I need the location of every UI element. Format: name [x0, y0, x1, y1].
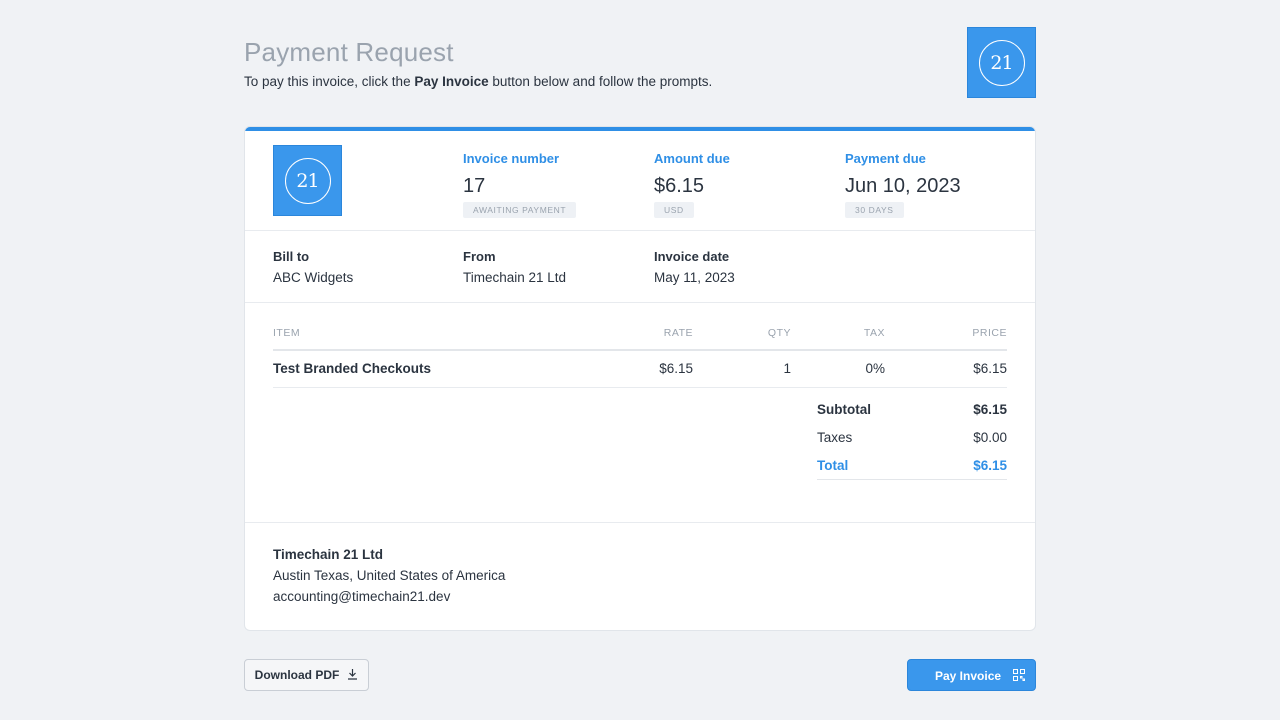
download-icon [347, 668, 358, 683]
amount-due-label: Amount due [654, 151, 730, 166]
payment-due-value: Jun 10, 2023 [845, 175, 961, 197]
table-header-divider [273, 349, 1007, 351]
amount-due-value: $6.15 [654, 175, 705, 197]
line-item-tax: 0% [865, 361, 885, 376]
total-value: $6.15 [973, 458, 1007, 473]
invoice-number-label: Invoice number [463, 151, 560, 166]
download-pdf-button[interactable]: Download PDF [244, 659, 369, 691]
totals-divider [817, 479, 1007, 480]
invoice-parties: Bill to ABC Widgets From Timechain 21 Lt… [245, 231, 1035, 303]
company-email: accounting@timechain21.dev [273, 589, 451, 604]
brand-logo-mark: 21 [978, 39, 1025, 86]
invoice-date-block: Invoice date May 11, 2023 [654, 249, 735, 285]
column-header-item: ITEM [273, 327, 301, 339]
line-item-price: $6.15 [973, 361, 1007, 376]
invoice-card: 21 Invoice number 17 AWAITING PAYMENT Am… [244, 126, 1036, 631]
bill-to-value: ABC Widgets [273, 270, 354, 285]
card-accent-bar [245, 127, 1035, 131]
invoice-summary: 21 Invoice number 17 AWAITING PAYMENT Am… [245, 131, 1035, 231]
table-row-divider [273, 387, 1007, 388]
taxes-label: Taxes [817, 430, 853, 445]
column-header-tax: TAX [863, 327, 885, 339]
invoice-brand-logo: 21 [273, 145, 342, 216]
column-header-qty: QTY [767, 327, 791, 339]
line-item-rate: $6.15 [659, 361, 693, 376]
column-header-price: PRICE [972, 327, 1007, 339]
qr-code-icon [1013, 669, 1025, 684]
currency-badge: USD [654, 202, 694, 218]
subtitle-text-end: button below and follow the prompts. [488, 74, 713, 89]
bill-to-block: Bill to ABC Widgets [273, 249, 353, 285]
from-label: From [463, 249, 496, 264]
payment-due-block: Payment due Jun 10, 2023 30 DAYS [845, 151, 961, 218]
payment-due-label: Payment due [845, 151, 926, 166]
invoice-date-label: Invoice date [654, 249, 730, 264]
company-address: Austin Texas, United States of America [273, 568, 506, 583]
page-header: Payment Request To pay this invoice, cli… [244, 27, 1036, 100]
company-contact: Timechain 21 Ltd Austin Texas, United St… [273, 547, 505, 604]
from-block: From Timechain 21 Ltd [463, 249, 566, 285]
pay-invoice-button[interactable]: Pay Invoice [907, 659, 1036, 691]
terms-badge: 30 DAYS [845, 202, 904, 218]
invoice-date-value: May 11, 2023 [654, 270, 735, 285]
page-subtitle: To pay this invoice, click the Pay Invoi… [244, 74, 1036, 89]
header-brand-logo: 21 [967, 27, 1036, 98]
subtitle-text-start: To pay this invoice, click the [244, 74, 415, 89]
subtotal-value: $6.15 [973, 402, 1007, 417]
pay-invoice-label: Pay Invoice [935, 669, 1002, 683]
amount-due-block: Amount due $6.15 USD [654, 151, 730, 218]
status-badge: AWAITING PAYMENT [463, 202, 577, 218]
from-value: Timechain 21 Ltd [463, 270, 567, 285]
line-item-name: Test Branded Checkouts [273, 361, 432, 376]
subtotal-label: Subtotal [817, 402, 871, 417]
line-items-table: ITEM RATE QTY TAX PRICE Test Branded Che… [245, 303, 1035, 523]
total-label: Total [817, 458, 849, 473]
subtitle-pay-invoice-emphasis: Pay Invoice [414, 74, 489, 89]
invoice-logo-mark: 21 [284, 157, 331, 204]
bill-to-label: Bill to [273, 249, 310, 264]
column-header-rate: RATE [663, 327, 693, 339]
download-pdf-label: Download PDF [254, 668, 340, 682]
line-item-qty: 1 [783, 361, 791, 376]
page-title: Payment Request [244, 37, 454, 67]
company-name: Timechain 21 Ltd [273, 547, 384, 562]
invoice-number-value: 17 [463, 175, 486, 197]
invoice-number-block: Invoice number 17 AWAITING PAYMENT [463, 151, 577, 218]
taxes-value: $0.00 [973, 430, 1007, 445]
